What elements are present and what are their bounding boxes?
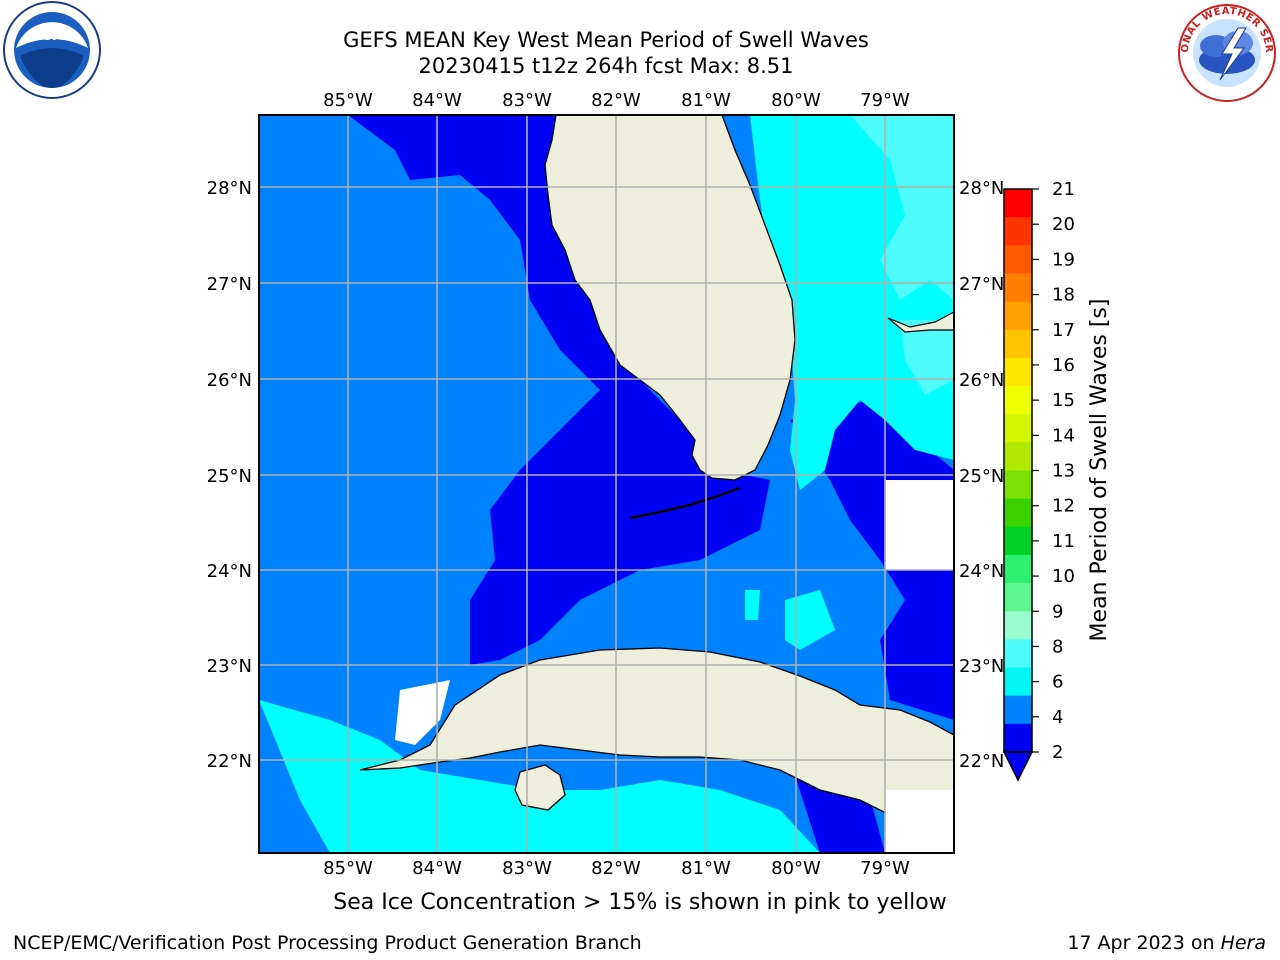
- colorbar-segment: [1004, 611, 1032, 640]
- florida-landmass: [544, 115, 796, 481]
- bahamas-island: [887, 311, 954, 333]
- colorbar-segment: [1004, 667, 1032, 697]
- lon-label-bottom: 83°W: [502, 858, 552, 879]
- lon-label-bottom: 79°W: [860, 858, 910, 879]
- colorbar: [1002, 188, 1034, 782]
- colorbar-segment: [1004, 442, 1032, 471]
- lat-label-right: 27°N: [959, 274, 1004, 295]
- colorbar-segment: [1004, 583, 1032, 612]
- sea-dark-field: [348, 115, 770, 665]
- lat-label-right: 24°N: [959, 561, 1004, 582]
- colorbar-tick-label: 6: [1052, 672, 1063, 693]
- colorbar-segment: [1004, 273, 1032, 303]
- lat-label-left: 27°N: [207, 274, 252, 295]
- lon-label-top: 85°W: [323, 90, 373, 111]
- colorbar-tick-label: 16: [1052, 355, 1075, 376]
- colorbar-tick-label: 9: [1052, 601, 1063, 622]
- lat-labels: 28°N 27°N 26°N 25°N 24°N 23°N 22°N 28°N …: [207, 178, 1005, 772]
- lat-label-left: 25°N: [207, 466, 252, 487]
- lat-label-left: 24°N: [207, 561, 252, 582]
- lon-label-bottom: 85°W: [323, 858, 373, 879]
- map-gridlines: [259, 115, 954, 853]
- colorbar-segment: [1004, 554, 1032, 584]
- colorbar-tick-label: 20: [1052, 214, 1075, 235]
- colorbar-segment: [1004, 639, 1032, 669]
- colorbar-tick-label: 18: [1052, 285, 1075, 306]
- map-frame: [258, 114, 955, 854]
- lat-label-left: 28°N: [207, 178, 252, 199]
- colorbar-ticks: 21 20 19 18 17 16 15 14 13 12 11 10 9 8 6 4 2: [1032, 179, 1075, 763]
- colorbar-tick-label: 15: [1052, 390, 1075, 411]
- cuba-landmass: [359, 647, 954, 853]
- lon-labels: 85°W 84°W 83°W 82°W 81°W 80°W 79°W 85°W …: [323, 90, 910, 879]
- colorbar-segment: [1004, 386, 1032, 415]
- colorbar-tick-label: 12: [1052, 496, 1075, 517]
- noaa-logo-text: NOAA: [30, 28, 75, 44]
- colorbar-segment: [1004, 526, 1032, 556]
- lat-label-right: 23°N: [959, 656, 1004, 677]
- colorbar-segment: [1004, 245, 1032, 274]
- run-date-text: 17 Apr 2023 on: [1067, 932, 1215, 954]
- lat-label-right: 26°N: [959, 370, 1004, 391]
- lon-label-top: 83°W: [502, 90, 552, 111]
- run-host: Hera: [1220, 932, 1266, 954]
- colorbar-tick-label: 13: [1052, 461, 1075, 482]
- map-title-line2: 20230415 t12z 264h fcst Max: 8.51: [418, 54, 794, 78]
- colorbar-tick-label: 11: [1052, 531, 1075, 552]
- lon-label-bottom: 82°W: [591, 858, 641, 879]
- colorbar-segment: [1004, 723, 1032, 753]
- lat-label-right: 28°N: [959, 178, 1004, 199]
- colorbar-segment: [1004, 414, 1032, 443]
- branch-credit: NCEP/EMC/Verification Post Processing Pr…: [13, 932, 642, 954]
- colorbar-label: Mean Period of Swell Waves [s]: [1087, 299, 1112, 642]
- sea-pale-field: [850, 115, 954, 300]
- lat-label-left: 26°N: [207, 370, 252, 391]
- colorbar-segment: [1004, 357, 1032, 387]
- colorbar-segment: [1004, 470, 1032, 500]
- colorbar-segment: [1004, 695, 1032, 725]
- lon-label-top: 79°W: [860, 90, 910, 111]
- colorbar-segment: [1004, 217, 1032, 246]
- lon-label-top: 80°W: [771, 90, 821, 111]
- lon-label-bottom: 81°W: [681, 858, 731, 879]
- lat-label-left: 22°N: [207, 751, 252, 772]
- map-title-line1: GEFS MEAN Key West Mean Period of Swell …: [343, 28, 869, 52]
- run-date: 17 Apr 2023 on Hera: [1067, 932, 1266, 954]
- lat-label-left: 23°N: [207, 656, 252, 677]
- lat-label-right: 22°N: [959, 751, 1004, 772]
- lon-label-top: 84°W: [412, 90, 462, 111]
- lon-label-top: 82°W: [591, 90, 641, 111]
- lon-label-bottom: 84°W: [412, 858, 462, 879]
- lon-label-bottom: 80°W: [771, 858, 821, 879]
- colorbar-segment: [1004, 301, 1032, 331]
- colorbar-tick-label: 8: [1052, 636, 1063, 657]
- noaa-logo: NOAA: [3, 1, 101, 99]
- colorbar-segment: [1004, 329, 1032, 359]
- colorbar-tick-label: 17: [1052, 320, 1075, 341]
- sea-ice-note: Sea Ice Concentration > 15% is shown in …: [333, 890, 947, 915]
- colorbar-tick-label: 19: [1052, 249, 1075, 270]
- lat-label-right: 25°N: [959, 466, 1004, 487]
- colorbar-tick-label: 4: [1052, 707, 1063, 728]
- colorbar-extend-arrow: [1002, 751, 1034, 782]
- colorbar-tick-label: 10: [1052, 566, 1075, 587]
- nws-logo: NATIONAL WEATHER SERVICE: [1172, 0, 1276, 102]
- lon-label-top: 81°W: [681, 90, 731, 111]
- colorbar-tick-label: 21: [1052, 179, 1075, 200]
- sea-light-field: [750, 115, 954, 490]
- colorbar-segment: [1004, 189, 1032, 218]
- colorbar-tick-label: 2: [1052, 742, 1063, 763]
- colorbar-segment: [1004, 498, 1032, 528]
- colorbar-tick-label: 14: [1052, 425, 1075, 446]
